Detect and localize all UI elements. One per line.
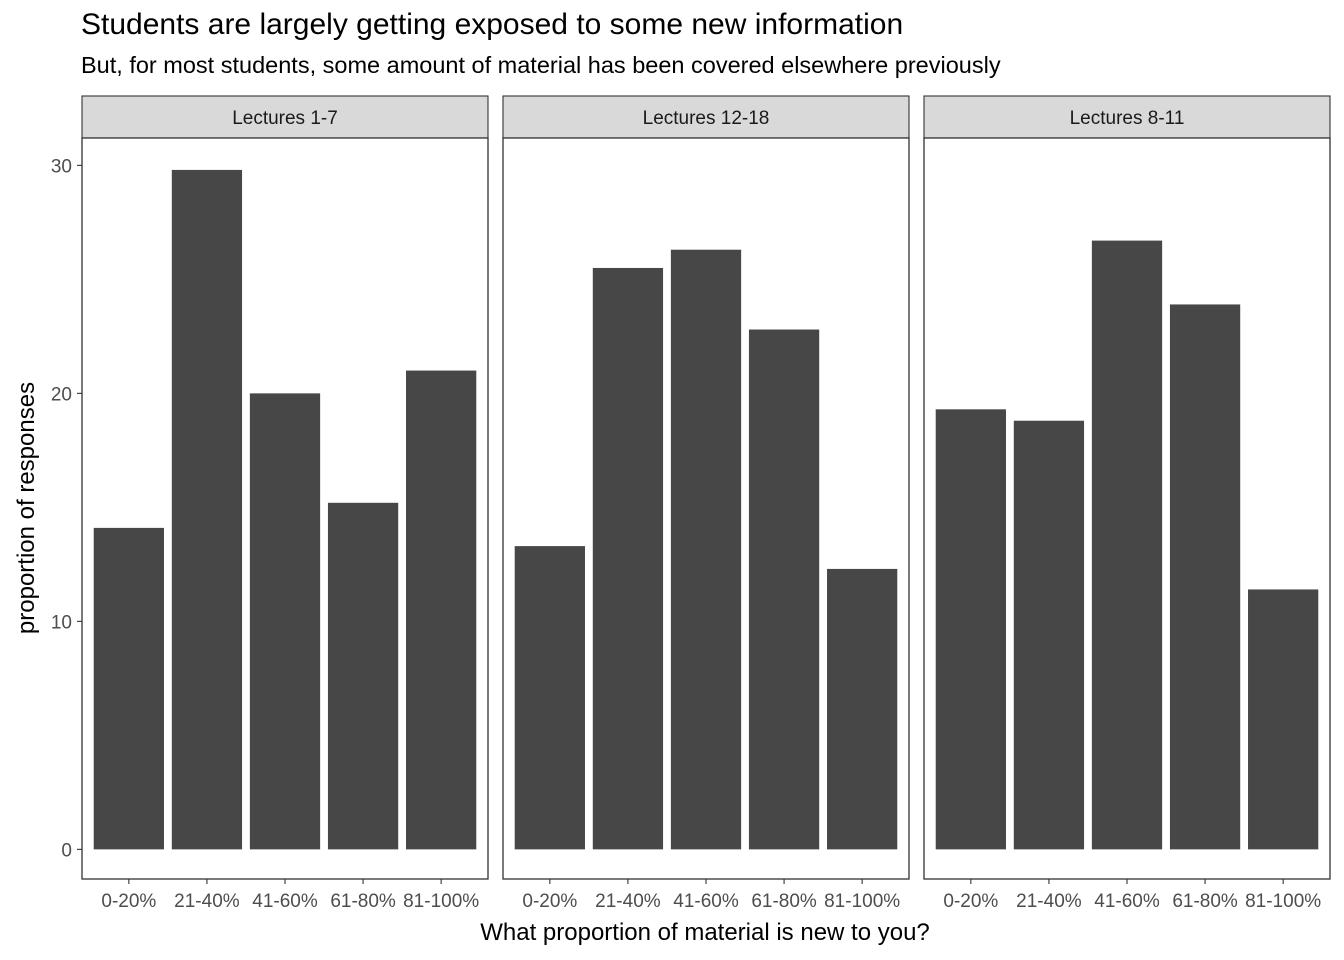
bar [249,393,321,850]
facet-panel: Lectures 8-11 0-20% 21-40% 41-60% 61-80% 81-1… [923,95,1331,912]
x-tick-label: 61-80% [1172,891,1238,912]
x-tick-label: 21-40% [1016,891,1082,912]
x-tick-label: 21-40% [595,891,661,912]
bar [1091,240,1163,850]
x-tick-label: 0-20% [943,891,998,912]
bar [592,267,664,850]
x-tick-label: 61-80% [751,891,817,912]
y-axis-title: proportion of responses [13,382,40,634]
bar [827,568,898,850]
y-tick-label: 0 [61,840,72,861]
bar [406,370,477,850]
x-tick-label: 0-20% [101,891,156,912]
x-tick-label: 61-80% [330,891,396,912]
y-axis: 0 10 20 30 [51,156,82,861]
facet-strip-label: Lectures 12-18 [643,108,770,129]
y-tick-label: 20 [51,384,72,405]
x-axis-title: What proportion of material is new to yo… [480,919,930,946]
x-tick-label: 21-40% [174,891,240,912]
x-tick-label: 0-20% [522,891,577,912]
bar [1013,420,1085,850]
bar [935,409,1006,850]
facet-panel: Lectures 12-18 0-20% 21-40% 41-60% 61-80% 81-… [502,95,910,912]
facet-strip-label: Lectures 8-11 [1070,108,1185,129]
chart-title: Students are largely getting exposed to … [81,8,904,41]
bar [748,329,820,850]
bar [514,546,585,850]
bar [1169,304,1241,850]
bar [93,527,164,850]
y-tick-label: 10 [51,612,72,633]
panels-layer: Lectures 1-7 0-20% 21-40% 41-60% 61-80% 81-10… [81,95,1331,912]
bar [171,169,243,850]
x-tick-label: 81-100% [1245,891,1321,912]
bar [327,502,399,850]
chart-subtitle: But, for most students, some amount of m… [81,52,1001,78]
x-tick-label: 81-100% [403,891,479,912]
bar [670,249,742,850]
facet-strip [923,95,1331,139]
bar [1248,589,1319,850]
x-tick-label: 41-60% [1094,891,1160,912]
facet-panel: Lectures 1-7 0-20% 21-40% 41-60% 61-80% 81-10… [81,95,489,912]
x-tick-label: 41-60% [252,891,318,912]
facet-strip-label: Lectures 1-7 [232,108,338,129]
y-tick-label: 30 [51,156,72,177]
x-tick-label: 41-60% [673,891,739,912]
facet-strip [502,95,910,139]
x-tick-label: 81-100% [824,891,900,912]
